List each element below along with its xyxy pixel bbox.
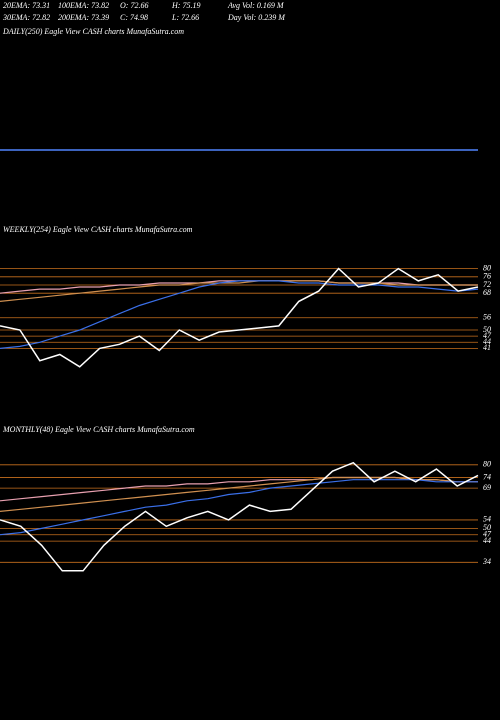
series-line [0,280,478,302]
header-stat: Avg Vol: 0.169 M [227,1,285,10]
y-tick-label: 74 [483,472,491,481]
y-tick-label: 44 [483,337,491,346]
series-line [0,280,479,349]
header-stat: C: 74.98 [120,13,148,22]
y-tick-label: 80 [483,460,491,469]
header-stat: 30EMA: 72.82 [2,13,50,22]
header-stat: O: 72.66 [120,1,148,10]
y-tick-label: 80 [483,263,491,272]
header-stat: 100EMA: 73.82 [58,1,109,10]
y-tick-label: 76 [483,272,491,281]
series-line [0,479,478,536]
y-tick-label: 47 [483,530,492,539]
y-tick-label: 44 [483,536,491,545]
series-line [0,476,478,512]
y-tick-label: 50 [483,523,491,532]
y-tick-label: 56 [483,313,491,322]
y-tick-label: 34 [482,557,491,566]
series-line [0,461,479,572]
y-tick-label: 68 [483,288,491,297]
panel-title: MONTHLY(48) Eagle View CASH charts Munaf… [2,425,195,434]
y-tick-label: 69 [483,483,491,492]
header-stat: 200EMA: 73.39 [58,13,109,22]
y-tick-label: 41 [483,343,491,352]
panel-title: WEEKLY(254) Eagle View CASH charts Munaf… [3,225,193,234]
header-stat: 20EMA: 73.31 [3,1,50,10]
panel-title: DAILY(250) Eagle View CASH charts Munafa… [2,27,184,36]
y-tick-label: 47 [483,331,492,340]
y-tick-label: 50 [483,325,491,334]
header-stat: Day Vol: 0.239 M [227,13,286,22]
series-line [0,267,479,368]
y-tick-label: 54 [483,515,491,524]
y-tick-label: 72 [483,280,491,289]
header-stat: L: 72.66 [171,13,199,22]
header-stat: H: 75.19 [171,1,200,10]
